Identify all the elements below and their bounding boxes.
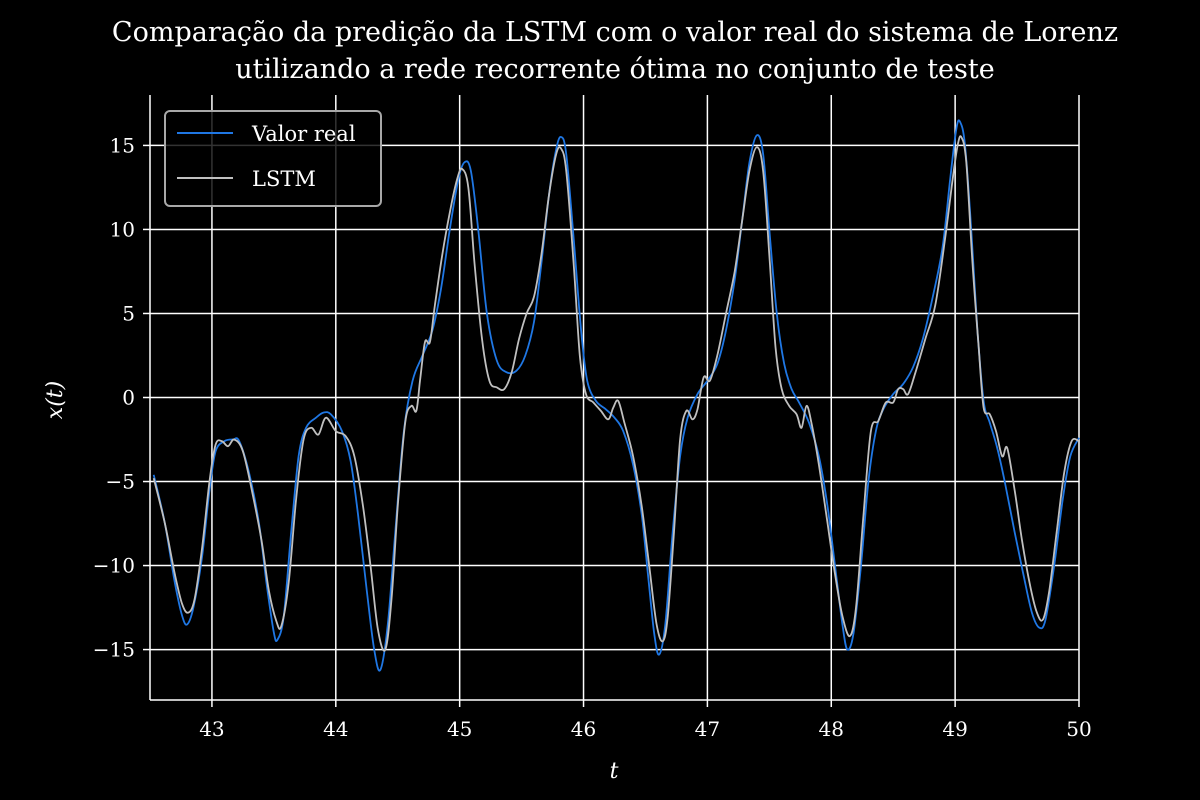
y-tick-label: 15 <box>110 133 135 157</box>
x-tick-label: 47 <box>695 717 720 741</box>
x-tick-label: 49 <box>942 717 967 741</box>
x-tick-label: 48 <box>819 717 844 741</box>
legend-label-valor-real: Valor real <box>251 122 356 146</box>
x-tick-label: 50 <box>1066 717 1091 741</box>
y-tick-label: 5 <box>122 301 135 325</box>
y-tick-label: −15 <box>93 638 135 662</box>
x-tick-label: 45 <box>447 717 472 741</box>
chart-title-line2: utilizando a rede recorrente ótima no co… <box>235 54 994 85</box>
legend-label-lstm: LSTM <box>252 167 316 191</box>
x-ticks: 43 44 45 46 47 48 49 50 <box>199 700 1092 741</box>
y-tick-label: 10 <box>110 217 135 241</box>
legend: Valor real LSTM <box>164 110 382 207</box>
y-ticks: 15 10 5 0 −5 −10 −15 <box>93 133 150 662</box>
x-tick-label: 43 <box>199 717 224 741</box>
y-axis-label: x(t) <box>43 381 68 419</box>
x-tick-label: 46 <box>571 717 596 741</box>
series-lines <box>152 119 1080 672</box>
y-tick-label: 0 <box>122 386 135 410</box>
x-axis-label: t <box>610 759 619 784</box>
chart-title-line1: Comparação da predição da LSTM com o val… <box>112 17 1118 48</box>
y-tick-label: −10 <box>93 554 135 578</box>
x-tick-label: 44 <box>323 717 348 741</box>
series-line-valor-real <box>152 119 1080 672</box>
series-line-lstm <box>152 135 1080 652</box>
legend-box <box>164 110 382 207</box>
y-tick-label: −5 <box>106 470 135 494</box>
